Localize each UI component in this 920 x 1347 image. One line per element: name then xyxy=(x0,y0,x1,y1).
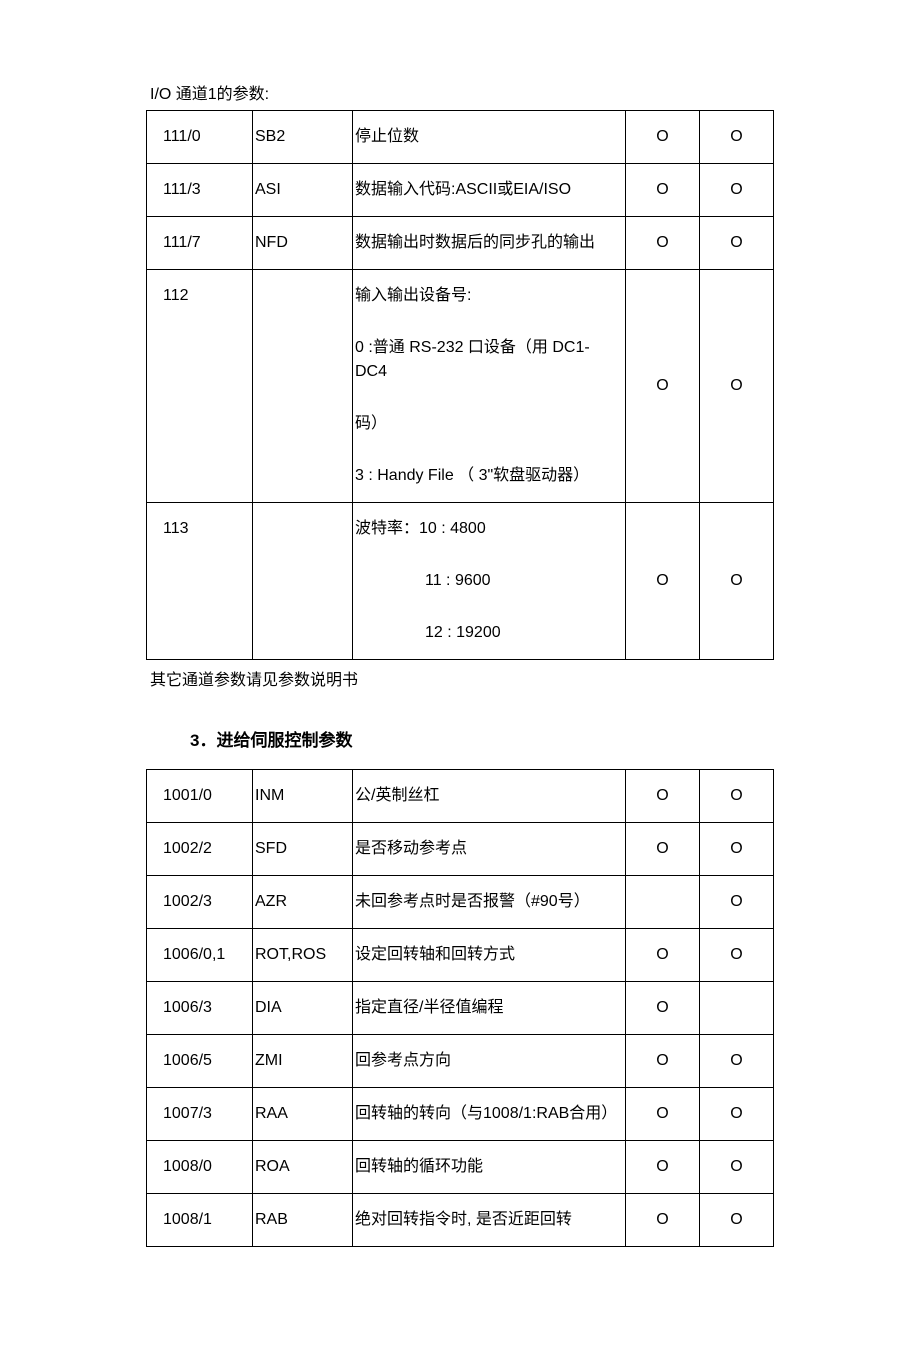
param-number: 1007/3 xyxy=(147,1088,253,1141)
param-symbol: AZR xyxy=(253,876,353,929)
param-description: 公/英制丝杠 xyxy=(353,770,626,823)
param-description: 回转轴的循环功能 xyxy=(353,1141,626,1194)
param-flag-a: O xyxy=(626,164,700,217)
param-number: 1002/2 xyxy=(147,823,253,876)
io-channel-table: 111/0SB2停止位数OO111/3ASI数据输入代码:ASCII或EIA/I… xyxy=(146,110,774,660)
param-number: 111/7 xyxy=(147,217,253,270)
param-number: 1006/3 xyxy=(147,982,253,1035)
param-flag-a: O xyxy=(626,503,700,660)
param-number: 1006/5 xyxy=(147,1035,253,1088)
param-flag-a: O xyxy=(626,1035,700,1088)
table-row: 1002/2SFD是否移动参考点OO xyxy=(147,823,774,876)
param-number: 1001/0 xyxy=(147,770,253,823)
param-flag-a: O xyxy=(626,1194,700,1247)
table-row: 1006/0,1ROT,ROS设定回转轴和回转方式OO xyxy=(147,929,774,982)
param-symbol: RAA xyxy=(253,1088,353,1141)
table-row: 113波特率：10 : 480011 : 960012 : 19200OO xyxy=(147,503,774,660)
table-row: 1008/0ROA回转轴的循环功能OO xyxy=(147,1141,774,1194)
param-flag-b: O xyxy=(700,503,774,660)
servo-param-table: 1001/0INM公/英制丝杠OO1002/2SFD是否移动参考点OO1002/… xyxy=(146,769,774,1247)
param-description: 数据输入代码:ASCII或EIA/ISO xyxy=(353,164,626,217)
param-flag-b: O xyxy=(700,1141,774,1194)
param-flag-b xyxy=(700,982,774,1035)
param-symbol: DIA xyxy=(253,982,353,1035)
param-flag-a: O xyxy=(626,217,700,270)
param-number: 1002/3 xyxy=(147,876,253,929)
param-description: 设定回转轴和回转方式 xyxy=(353,929,626,982)
param-symbol: RAB xyxy=(253,1194,353,1247)
param-symbol: ROA xyxy=(253,1141,353,1194)
param-symbol xyxy=(253,503,353,660)
param-number: 111/0 xyxy=(147,111,253,164)
param-flag-a: O xyxy=(626,770,700,823)
param-flag-a: O xyxy=(626,111,700,164)
table-row: 111/3ASI数据输入代码:ASCII或EIA/ISOOO xyxy=(147,164,774,217)
table-row: 1001/0INM公/英制丝杠OO xyxy=(147,770,774,823)
param-flag-b: O xyxy=(700,876,774,929)
param-symbol: INM xyxy=(253,770,353,823)
param-flag-b: O xyxy=(700,929,774,982)
param-flag-b: O xyxy=(700,1035,774,1088)
param-number: 113 xyxy=(147,503,253,660)
param-description: 波特率：10 : 480011 : 960012 : 19200 xyxy=(353,503,626,660)
param-flag-a: O xyxy=(626,270,700,503)
param-number: 1008/0 xyxy=(147,1141,253,1194)
param-flag-a: O xyxy=(626,1088,700,1141)
param-flag-b: O xyxy=(700,111,774,164)
param-symbol: ZMI xyxy=(253,1035,353,1088)
param-description: 数据输出时数据后的同步孔的输出 xyxy=(353,217,626,270)
param-number: 1006/0,1 xyxy=(147,929,253,982)
param-description: 是否移动参考点 xyxy=(353,823,626,876)
param-description: 回参考点方向 xyxy=(353,1035,626,1088)
param-description: 输入输出设备号:0 :普通 RS-232 口设备（用 DC1-DC4码）3 : … xyxy=(353,270,626,503)
param-description: 停止位数 xyxy=(353,111,626,164)
param-description: 指定直径/半径值编程 xyxy=(353,982,626,1035)
table-row: 1007/3RAA回转轴的转向（与1008/1:RAB合用）OO xyxy=(147,1088,774,1141)
param-flag-b: O xyxy=(700,164,774,217)
table-row: 111/7NFD数据输出时数据后的同步孔的输出OO xyxy=(147,217,774,270)
param-symbol: ASI xyxy=(253,164,353,217)
param-symbol: NFD xyxy=(253,217,353,270)
param-flag-b: O xyxy=(700,770,774,823)
param-symbol: SFD xyxy=(253,823,353,876)
param-flag-b: O xyxy=(700,270,774,503)
param-flag-a: O xyxy=(626,929,700,982)
param-symbol: ROT,ROS xyxy=(253,929,353,982)
table1-footnote: 其它通道参数请见参数说明书 xyxy=(146,666,774,690)
param-flag-b: O xyxy=(700,823,774,876)
param-flag-b: O xyxy=(700,1088,774,1141)
param-description: 回转轴的转向（与1008/1:RAB合用） xyxy=(353,1088,626,1141)
table-row: 1006/5ZMI回参考点方向OO xyxy=(147,1035,774,1088)
param-number: 112 xyxy=(147,270,253,503)
param-description: 未回参考点时是否报警（#90号） xyxy=(353,876,626,929)
param-number: 1008/1 xyxy=(147,1194,253,1247)
section-heading-servo: 3．进给伺服控制参数 xyxy=(190,726,774,751)
param-number: 111/3 xyxy=(147,164,253,217)
param-flag-a: O xyxy=(626,982,700,1035)
param-flag-a: O xyxy=(626,823,700,876)
table-row: 1002/3AZR未回参考点时是否报警（#90号） O xyxy=(147,876,774,929)
param-flag-a: O xyxy=(626,1141,700,1194)
table-row: 112 输入输出设备号:0 :普通 RS-232 口设备（用 DC1-DC4码）3… xyxy=(147,270,774,503)
param-flag-a xyxy=(626,876,700,929)
param-description: 绝对回转指令时, 是否近距回转 xyxy=(353,1194,626,1247)
table-row: 1008/1RAB绝对回转指令时, 是否近距回转OO xyxy=(147,1194,774,1247)
param-symbol xyxy=(253,270,353,503)
param-flag-b: O xyxy=(700,1194,774,1247)
param-flag-b: O xyxy=(700,217,774,270)
table-row: 1006/3DIA指定直径/半径值编程O xyxy=(147,982,774,1035)
param-symbol: SB2 xyxy=(253,111,353,164)
table-row: 111/0SB2停止位数OO xyxy=(147,111,774,164)
table1-caption: I/O 通道1的参数: xyxy=(146,80,774,104)
